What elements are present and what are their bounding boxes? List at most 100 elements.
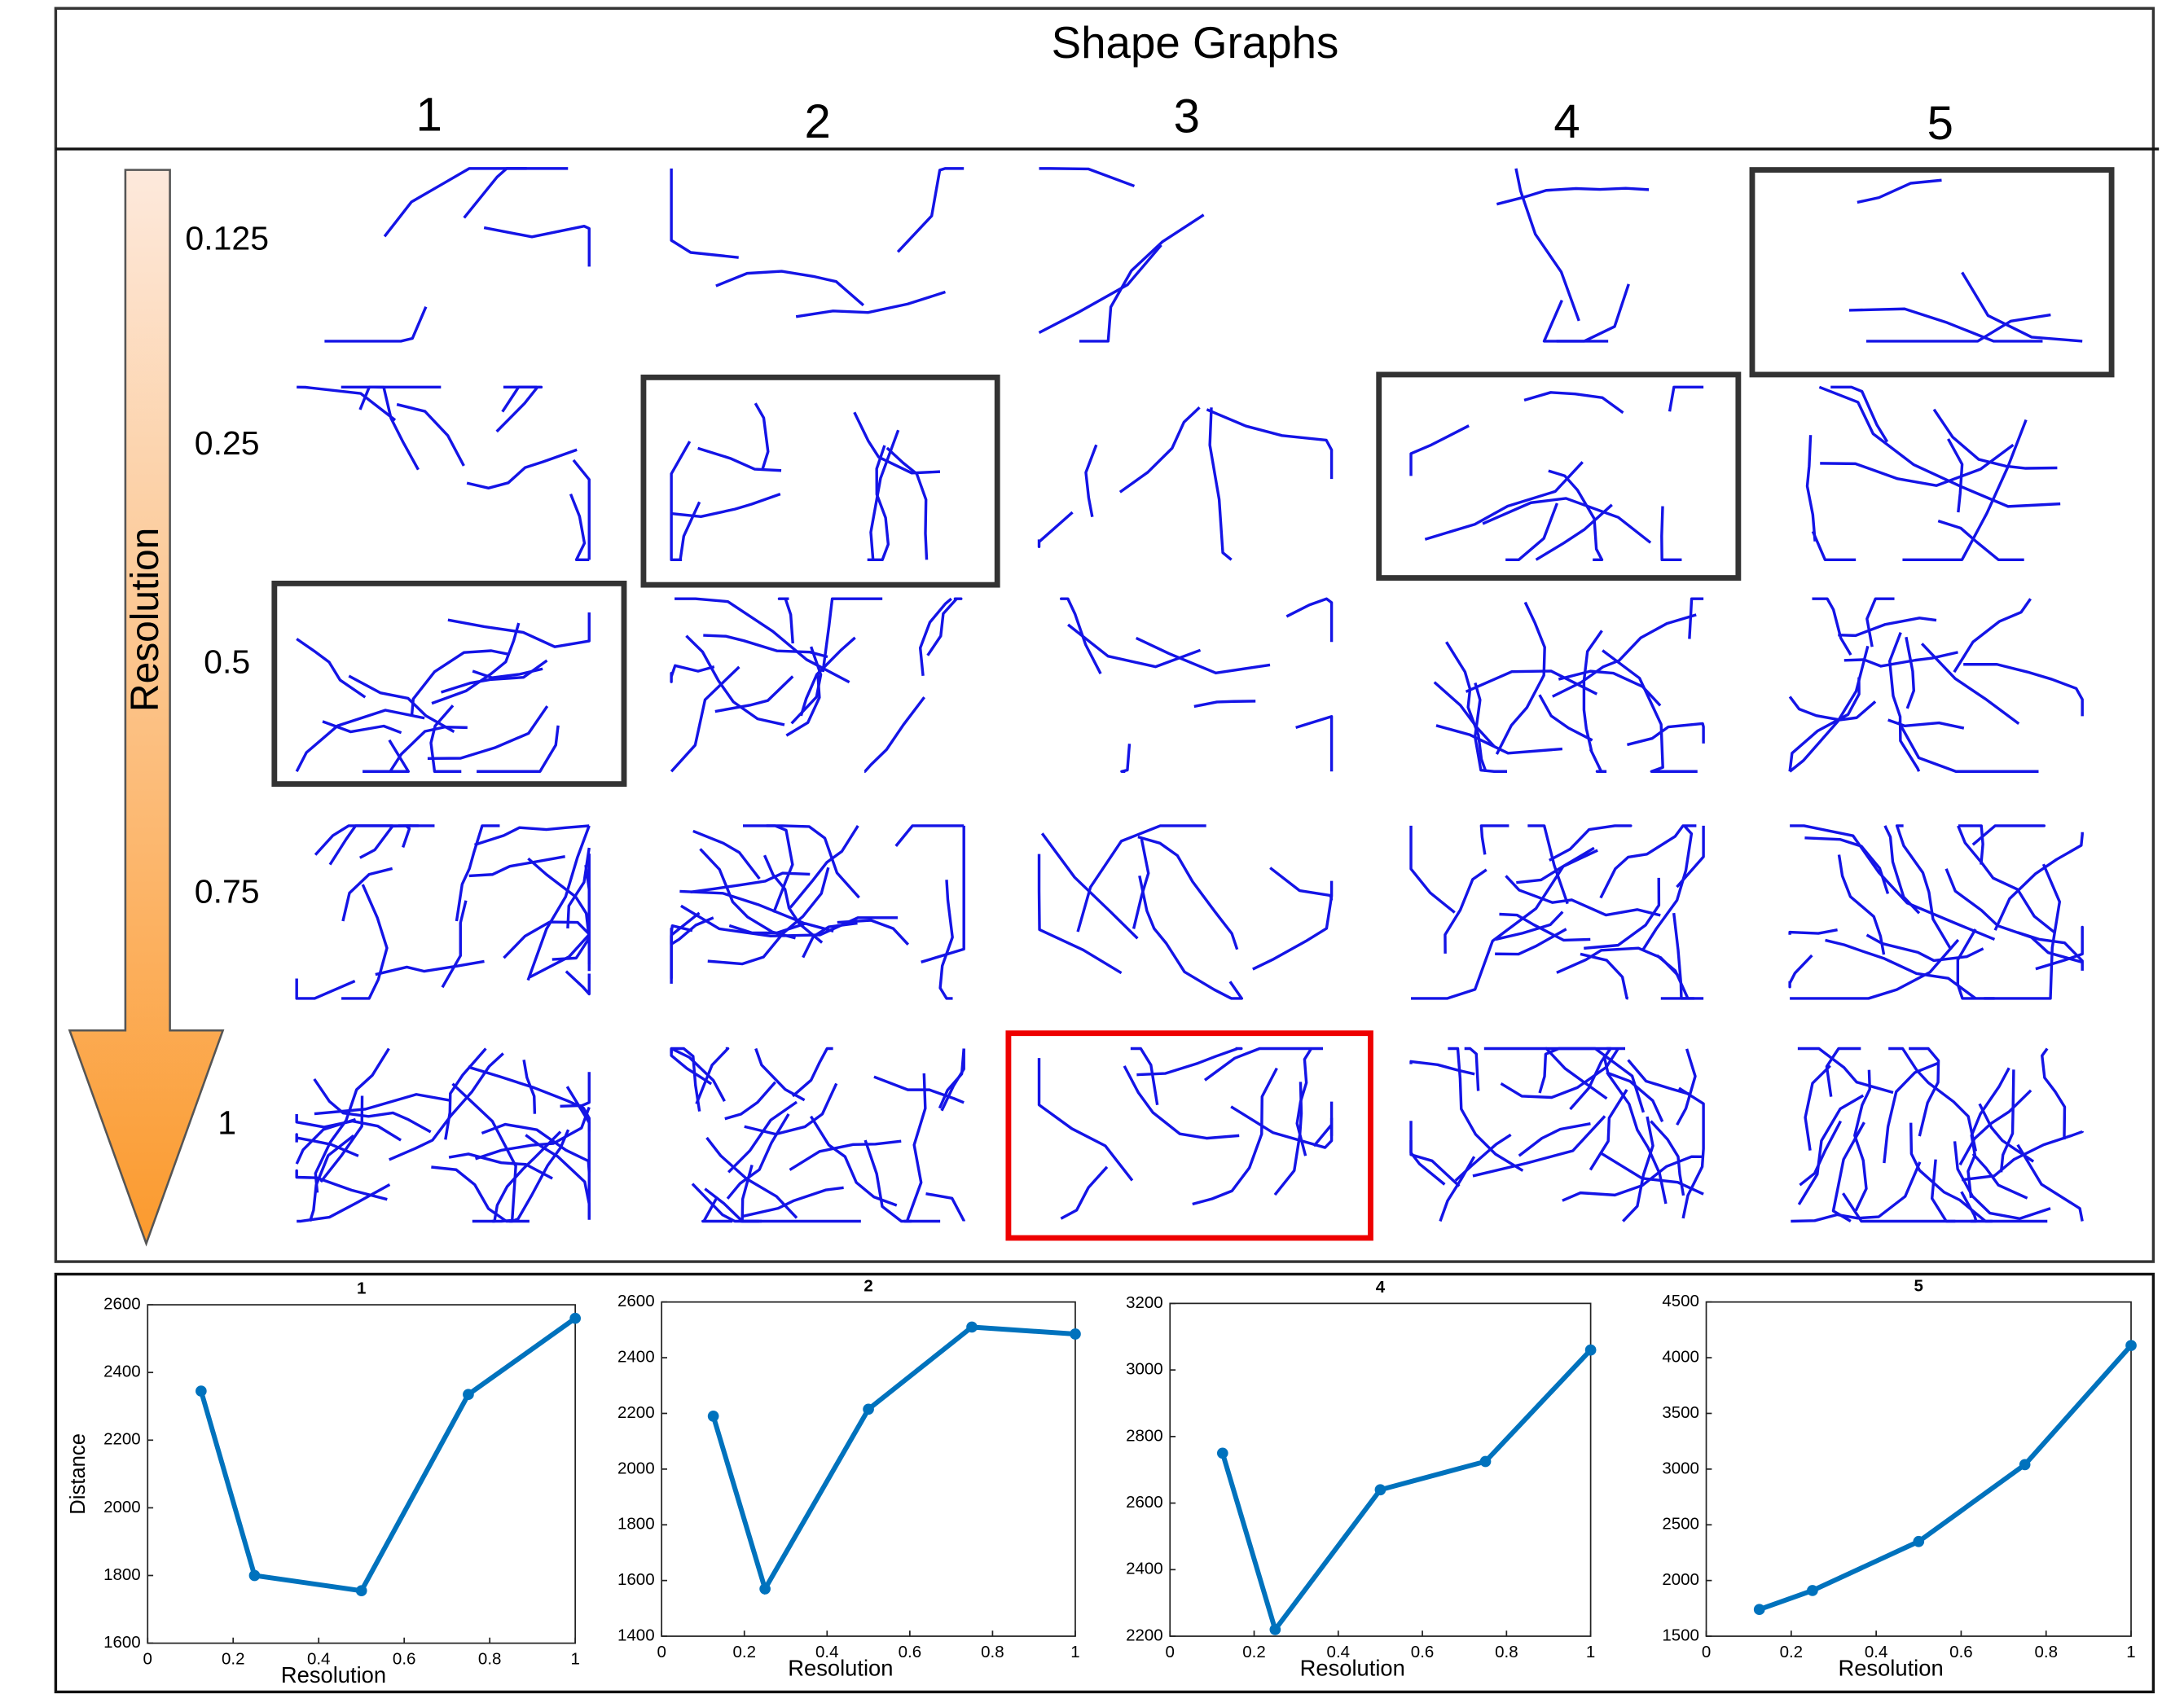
vessel-stroke [1084,444,1098,518]
vessel-stroke [1193,700,1256,709]
vessel-stroke [754,1047,806,1102]
vessel-stroke [483,224,591,267]
y-tick-label: 2000 [617,1459,655,1477]
vessel-stroke [1295,1047,1313,1156]
vessel-stroke [670,664,715,683]
data-point [759,1583,771,1595]
top-frame [54,7,2155,1263]
x-tick-label: 1 [570,1650,579,1669]
vessel-stroke [1545,1047,1608,1100]
y-tick-label: 2400 [1126,1560,1163,1578]
x-tick-label: 0.4 [1865,1643,1888,1661]
vessel-stroke [1137,835,1239,950]
vessel-stroke [670,168,739,259]
vessel-stroke [503,920,591,965]
vessel-stroke [789,825,859,909]
vessel-stroke [704,1187,861,1223]
x-tick-label: 0.2 [1242,1643,1266,1661]
x-tick-label: 0.6 [393,1650,416,1669]
column-label: 3 [1174,90,1200,143]
x-axis-label: Resolution [281,1662,386,1687]
vessel-stroke [873,1075,965,1104]
vessel-stroke [1626,722,1705,747]
highlight-box [271,580,627,788]
data-point [1269,1624,1281,1635]
vessel-stroke [1433,681,1496,748]
vessel-stroke [1500,1047,1619,1099]
vessel-stroke [1831,1121,1865,1222]
vessel-stroke [1120,744,1132,773]
vessel-stroke [314,824,435,856]
x-tick-label: 0.4 [1327,1643,1351,1661]
vessel-stroke [1820,443,2015,487]
row-label: 0.125 [185,220,269,257]
vessel-stroke [1655,954,1695,1000]
vessel-stroke [1958,824,1984,865]
vessel-stroke [569,494,590,562]
vessel-stroke [1505,875,1661,917]
vessel-stroke [314,1093,451,1116]
vessel-stroke [1902,419,2028,562]
row-label: 0.75 [195,873,260,911]
column-label: 4 [1553,95,1580,148]
x-tick-label: 1 [1070,1643,1079,1661]
vessel-stroke [1650,1120,1685,1196]
row-label: 1 [218,1104,236,1141]
vessel-stroke [1203,1047,1323,1082]
y-tick-label: 2400 [103,1363,141,1381]
vessel-stroke [863,1139,941,1223]
highlight-box [1749,167,2115,378]
vessel-stroke [670,441,692,560]
vessel-stroke [1285,597,1334,643]
vessel-stroke [448,1152,553,1180]
vessel-stroke [451,1082,517,1223]
vessel-stroke [707,867,830,966]
vessel-stroke [1589,1089,1628,1171]
vessel-stroke [1865,313,2051,343]
vessel-stroke [2035,925,2084,971]
vessel-stroke [1676,1048,1697,1126]
vessel-stroke [1622,1116,1654,1222]
vessel-stroke [1811,530,1857,562]
vessel-stroke [728,922,834,935]
data-point [2125,1340,2137,1351]
vessel-stroke [1038,244,1162,334]
plot-area [1169,1302,1592,1637]
shape-grid [295,167,2084,1223]
vessel-stroke [938,1048,965,1109]
vessel-stroke [821,597,883,673]
vessel-stroke [322,720,402,735]
vessel-stroke [566,847,591,929]
vessel-stroke [1842,1192,1956,1223]
vessel-stroke [1660,506,1682,562]
vessel-stroke [1409,424,1470,476]
chart-title: 1 [357,1279,366,1298]
vessel-stroke [1788,928,1838,935]
vessel-stroke [1961,1130,2084,1182]
highlight-box [1376,371,1742,581]
data-point [1753,1604,1765,1616]
vessel-stroke [701,1196,733,1223]
vessel-stroke [427,705,549,761]
vessel-stroke [1538,694,1593,742]
vessel-stroke [697,446,782,472]
vessel-stroke [1606,1071,1664,1122]
vessel-stroke [695,1047,730,1105]
vessel-stroke [1230,1101,1334,1149]
vessel-stroke [726,1113,790,1200]
vessel-stroke [297,385,397,422]
y-tick-label: 1800 [617,1515,655,1534]
vessel-stroke [1580,952,1629,1000]
vessel-stroke [1569,1047,1612,1111]
row-label: 0.5 [204,643,250,680]
data-point [863,1403,874,1415]
vessel-stroke [324,306,428,343]
vessel-stroke [1192,1067,1278,1206]
y-tick-label: 2600 [1126,1493,1163,1512]
vessel-stroke [1984,863,2062,1000]
data-point [463,1389,474,1401]
resolution-arrow [68,169,225,1247]
vessel-stroke [715,270,865,307]
vessel-stroke [921,825,965,963]
